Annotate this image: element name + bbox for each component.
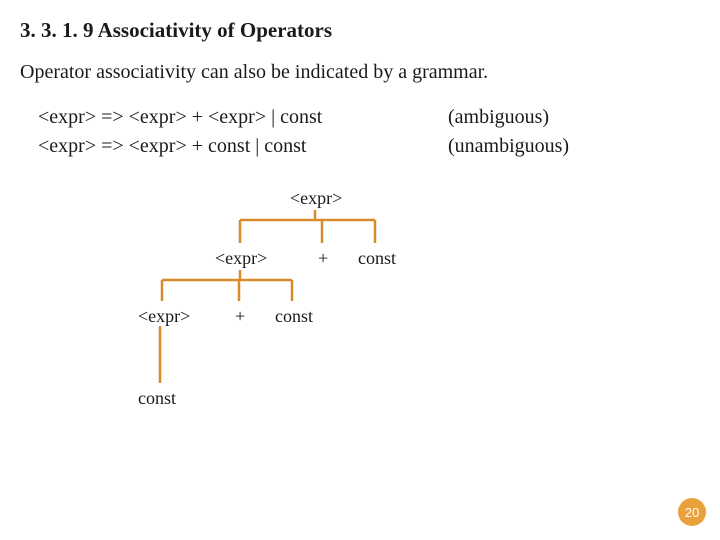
rule-note: (ambiguous) — [448, 106, 549, 129]
rule-note: (unambiguous) — [448, 135, 569, 158]
rule-lhs: <expr> => <expr> + const | const — [38, 135, 448, 158]
tree-node: const — [275, 306, 313, 327]
tree-node: <expr> — [215, 248, 267, 269]
tree-node: + — [235, 306, 245, 327]
tree-branches — [20, 188, 720, 448]
rule-lhs: <expr> => <expr> + <expr> | const — [38, 106, 448, 129]
tree-node: <expr> — [290, 188, 342, 209]
tree-node: const — [138, 388, 176, 409]
tree-node: const — [358, 248, 396, 269]
slide-number-badge: 20 — [678, 498, 706, 526]
intro-text: Operator associativity can also be indic… — [20, 61, 700, 84]
rule-row: <expr> => <expr> + <expr> | const (ambig… — [38, 106, 700, 129]
section-title: 3. 3. 1. 9 Associativity of Operators — [20, 18, 700, 43]
parse-tree-diagram: <expr> <expr> + const <expr> + const const — [20, 188, 720, 448]
rule-row: <expr> => <expr> + const | const (unambi… — [38, 135, 700, 158]
grammar-rules: <expr> => <expr> + <expr> | const (ambig… — [38, 106, 700, 158]
tree-node: <expr> — [138, 306, 190, 327]
tree-node: + — [318, 248, 328, 269]
slide-number: 20 — [685, 505, 699, 520]
